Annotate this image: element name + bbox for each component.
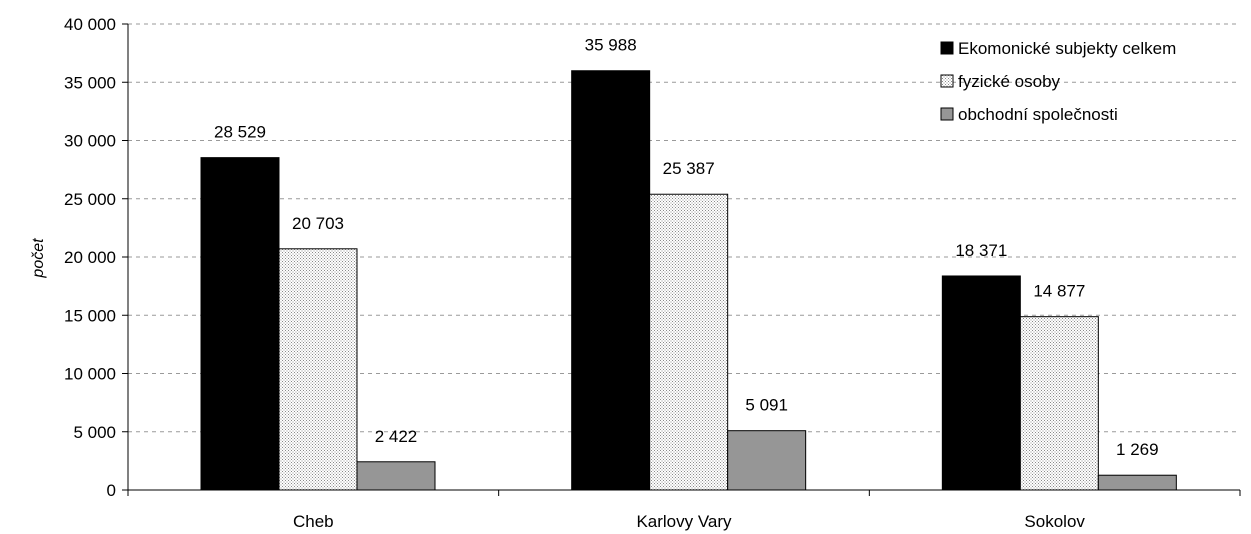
data-label: 28 529 [214, 123, 266, 142]
x-category-label: Sokolov [1024, 512, 1085, 531]
y-tick-label: 5 000 [73, 423, 116, 442]
y-axis-label: počet [30, 238, 47, 279]
data-label: 18 371 [955, 241, 1007, 260]
legend-swatch [940, 74, 954, 88]
bar [1097, 474, 1177, 491]
y-tick-label: 35 000 [64, 73, 116, 92]
bar [200, 157, 280, 491]
data-labels: 28 529 20 703 2 422 35 988 25 387 5 091 18 371… [214, 36, 1159, 459]
y-tick-label: 30 000 [64, 132, 116, 151]
x-category-label: Cheb [293, 512, 334, 531]
y-tick-label: 10 000 [64, 365, 116, 384]
y-tick-label: 25 000 [64, 190, 116, 209]
data-label: 2 422 [375, 427, 418, 446]
bar [1019, 316, 1099, 491]
bar [571, 70, 651, 491]
legend-swatch [940, 41, 954, 55]
bar [649, 193, 729, 491]
bar [278, 248, 358, 491]
data-label: 20 703 [292, 214, 344, 233]
data-label: 1 269 [1116, 440, 1159, 459]
y-tick-label: 20 000 [64, 248, 116, 267]
bar [727, 430, 807, 491]
x-axis-categories: Cheb Karlovy Vary Sokolov [293, 512, 1085, 531]
legend-label: obchodní společnosti [958, 105, 1118, 124]
legend-label: Ekomonické subjekty celkem [958, 39, 1176, 58]
data-label: 25 387 [663, 159, 715, 178]
legend-swatch [940, 107, 954, 121]
data-label: 5 091 [745, 396, 788, 415]
legend-label: fyzické osoby [958, 72, 1061, 91]
bars [200, 70, 1177, 491]
bar [356, 461, 436, 491]
axes [122, 23, 1241, 496]
bar [941, 275, 1021, 491]
y-tick-label: 15 000 [64, 306, 116, 325]
data-label: 14 877 [1033, 282, 1085, 301]
y-tick-label: 40 000 [64, 15, 116, 34]
y-tick-label: 0 [107, 481, 116, 500]
legend-item: Ekomonické subjekty celkem [940, 39, 1176, 58]
y-axis-ticks: 0 5 000 10 000 15 000 20 000 25 000 30 000 35 0… [64, 15, 116, 500]
x-category-label: Karlovy Vary [636, 512, 732, 531]
data-label: 35 988 [585, 36, 637, 55]
legend-item: obchodní společnosti [940, 105, 1118, 124]
legend-item: fyzické osoby [940, 72, 1061, 91]
legend: Ekomonické subjekty celkem fyzické osoby o… [940, 39, 1176, 124]
